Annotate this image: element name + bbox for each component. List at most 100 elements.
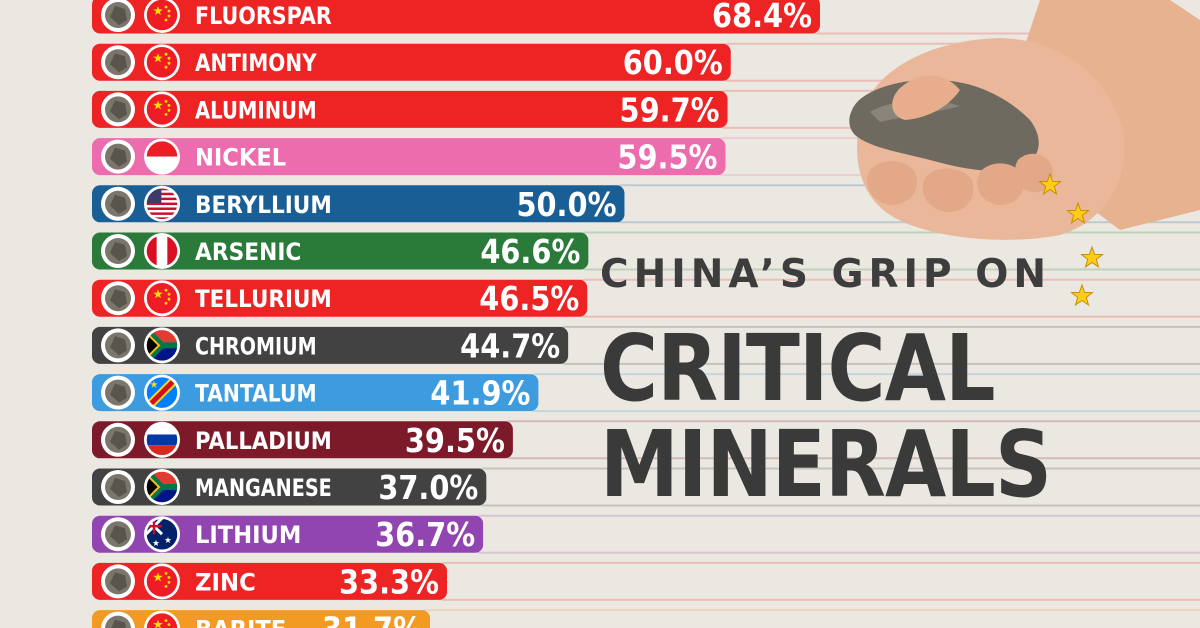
bar-row-fluorspar: FLUORSPAR 68.4%	[92, 0, 820, 35]
mineral-rock-shape	[110, 383, 127, 403]
subtitle: CHINA’S GRIP ON	[600, 252, 1052, 297]
mineral-rock-shape	[110, 53, 127, 73]
bar	[92, 43, 731, 81]
category-label: BERYLLIUM	[195, 191, 332, 219]
mineral-rock-shape	[110, 430, 127, 450]
finger-2	[922, 168, 974, 213]
china-flag-icon	[146, 612, 178, 628]
bar	[92, 326, 569, 364]
value-label: 60.0%	[623, 43, 723, 82]
value-label: 36.7%	[375, 515, 475, 554]
bars-group: FLUORSPAR 68.4% ANTIMONY 60.0% ALUMINUM 59.7%…	[92, 0, 820, 628]
drc-flag-icon	[146, 376, 178, 409]
mineral-rock-shape	[110, 289, 127, 309]
category-label: ARSENIC	[195, 238, 301, 266]
value-label: 44.7%	[460, 326, 560, 365]
mineral-rock-shape	[111, 619, 126, 628]
hand-illustration	[849, 0, 1200, 307]
bar	[92, 468, 487, 506]
china-flag-icon	[146, 282, 178, 315]
bar-row-palladium: PALLADIUM 39.5%	[92, 421, 513, 460]
bar-row-aluminum: ALUMINUM 59.7%	[92, 90, 728, 129]
mineral-rock-shape	[110, 242, 127, 261]
bar-row-antimony: ANTIMONY 60.0%	[92, 43, 731, 82]
bar	[92, 515, 484, 553]
value-label: 59.7%	[620, 90, 720, 129]
bar	[92, 232, 589, 270]
value-label: 31.7%	[322, 610, 422, 628]
china-flag-icon	[146, 0, 178, 31]
mineral-rock-shape	[110, 147, 127, 167]
star-icon	[1080, 245, 1104, 269]
china-flag-icon	[146, 46, 178, 79]
usa-flag-icon	[146, 187, 178, 220]
mineral-rock-shape	[110, 572, 127, 592]
star-icon	[1038, 172, 1062, 196]
value-label: 59.5%	[617, 138, 717, 177]
title-line-2: MINERALS	[600, 411, 1052, 518]
indonesia-flag-icon	[146, 140, 178, 173]
bar	[92, 185, 625, 223]
value-label: 39.5%	[405, 421, 505, 460]
value-label: 68.4%	[712, 0, 812, 35]
russia-flag-icon	[146, 423, 178, 456]
value-label: 33.3%	[339, 562, 439, 601]
bar	[92, 90, 728, 128]
category-label: TELLURIUM	[195, 285, 332, 313]
category-label: FLUORSPAR	[195, 2, 332, 30]
bar	[92, 374, 539, 412]
row-guide-line	[470, 514, 1200, 554]
bar	[92, 279, 588, 317]
category-label: NICKEL	[195, 144, 286, 172]
bar	[92, 0, 820, 34]
thumb	[892, 75, 960, 120]
mineral-rock-shape	[110, 336, 127, 356]
bar-row-nickel: NICKEL 59.5%	[92, 138, 726, 177]
category-label: ALUMINUM	[195, 96, 317, 124]
value-label: 46.6%	[480, 232, 580, 271]
category-label: ANTIMONY	[195, 49, 317, 77]
title-line-1: CRITICAL	[600, 315, 996, 422]
value-label: 37.0%	[378, 468, 478, 507]
bar-row-zinc: ZINC 33.3%	[92, 562, 448, 601]
mineral-rock-shape	[110, 100, 127, 120]
bar	[92, 421, 513, 459]
china-flag-icon	[146, 93, 178, 126]
category-label: TANTALUM	[195, 380, 317, 408]
category-label: LITHIUM	[195, 521, 301, 549]
value-label: 41.9%	[430, 374, 530, 413]
finger-1	[867, 161, 918, 205]
row-guide-line	[434, 561, 1200, 601]
category-label: MANGANESE	[195, 474, 332, 502]
bar-row-beryllium: BERYLLIUM 50.0%	[92, 185, 625, 224]
stars-group	[1038, 172, 1104, 307]
bar-row-arsenic: ARSENIC 46.6%	[92, 232, 589, 271]
category-label: PALLADIUM	[195, 427, 332, 455]
finger-3	[977, 163, 1024, 206]
category-label: BARITE	[195, 616, 286, 628]
mineral-rock-shape	[110, 194, 127, 214]
category-label: ZINC	[195, 568, 256, 596]
title-block: CHINA’S GRIP ON CRITICAL MINERALS	[600, 252, 1160, 513]
peru-flag-icon	[146, 235, 178, 267]
australia-flag-icon	[146, 518, 178, 551]
star-icon	[1070, 283, 1094, 307]
mineral-rock-shape	[110, 525, 127, 545]
bar-row-tellurium: TELLURIUM 46.5%	[92, 279, 588, 318]
value-label: 46.5%	[479, 279, 579, 318]
mineral-rock-shape	[110, 6, 127, 25]
value-label: 50.0%	[516, 185, 616, 224]
bar-row-chromium: CHROMIUM 44.7%	[92, 326, 569, 365]
bar	[92, 562, 448, 600]
category-label: CHROMIUM	[195, 332, 317, 360]
mineral-rock-shape	[110, 478, 127, 497]
china-flag-icon	[146, 565, 178, 598]
star-icon	[1066, 201, 1090, 225]
bar-row-barite: BARITE 31.7%	[92, 610, 430, 628]
bar-row-lithium: LITHIUM 36.7%	[92, 515, 484, 554]
row-guide-line	[417, 609, 1200, 628]
bar	[92, 138, 726, 176]
bar-row-manganese: MANGANESE 37.0%	[92, 468, 487, 507]
bar-row-tantalum: TANTALUM 41.9%	[92, 374, 539, 413]
